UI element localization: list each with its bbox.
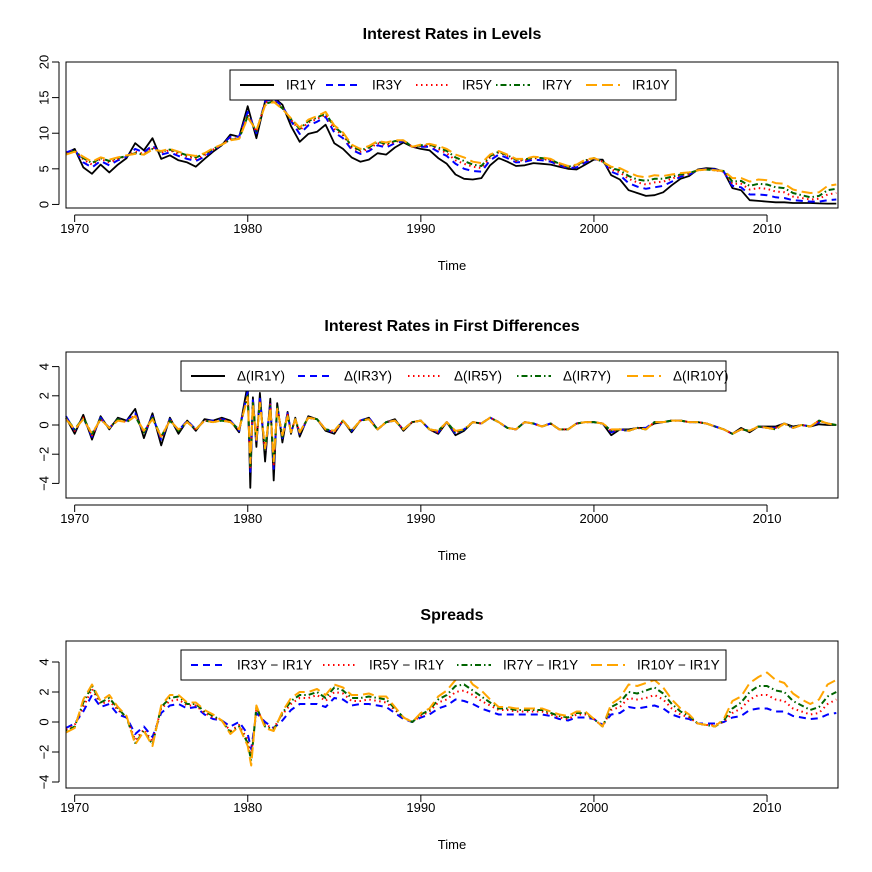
y-tick-label: −4: [37, 775, 52, 790]
series-line-ir3y-ir1y: [65, 694, 837, 750]
series-line-ir10y-ir1y: [65, 671, 837, 767]
panel-3: Spreads 1970 1980 1990 2000 2010 Time −4 −2 0 2 4 IR…: [37, 607, 839, 852]
legend-label: Δ(IR5Y): [454, 369, 502, 384]
y-tick-label: 0: [37, 718, 52, 725]
x-tick-label: 1990: [406, 800, 435, 815]
legend: IR1Y IR3Y IR5Y IR7Y IR10Y: [229, 69, 677, 101]
legend-box: [229, 69, 677, 101]
series-line-ir10y: [65, 396, 837, 464]
series-line-ir7y: [65, 394, 837, 467]
legend-label: IR1Y: [286, 78, 316, 93]
x-tick-label: 2010: [753, 221, 782, 236]
legend: IR3Y − IR1Y IR5Y − IR1Y IR7Y − IR1Y IR10Y −…: [180, 649, 727, 681]
x-tick-label: 1970: [60, 800, 89, 815]
series-line-ir10y: [65, 100, 837, 194]
plot-frame: [65, 640, 839, 789]
legend-label: IR5Y: [462, 78, 492, 93]
x-axis-label: Time: [438, 837, 466, 852]
legend-label: IR10Y − IR1Y: [637, 658, 720, 673]
x-axis: 1970 1980 1990 2000 2010: [60, 504, 782, 526]
legend-label: Δ(IR1Y): [237, 369, 285, 384]
chart-title: Interest Rates in First Differences: [324, 318, 579, 335]
y-tick-label: 20: [37, 55, 52, 69]
legend-label: IR7Y: [542, 78, 572, 93]
x-tick-label: 1980: [233, 221, 262, 236]
x-tick-label: 1970: [60, 511, 89, 526]
legend-label: IR10Y: [632, 78, 670, 93]
x-tick-label: 1990: [406, 221, 435, 236]
y-tick-label: 5: [37, 165, 52, 172]
series-line-ir7y-ir1y: [65, 683, 837, 762]
plot-frame: [65, 351, 839, 499]
y-tick-label: 2: [37, 688, 52, 695]
y-axis: −4 −2 0 2 4: [37, 363, 60, 491]
plot-frame: [65, 61, 839, 209]
x-axis-label: Time: [438, 258, 466, 273]
x-tick-label: 2010: [753, 511, 782, 526]
series-line-ir1y: [65, 96, 837, 205]
x-tick-label: 2000: [579, 800, 608, 815]
series-line-ir1y: [65, 383, 837, 489]
legend-label: Δ(IR10Y): [673, 369, 729, 384]
y-axis: 0 5 10 15 20: [37, 55, 60, 208]
x-axis: 1970 1980 1990 2000 2010: [60, 214, 782, 236]
y-tick-label: −2: [37, 745, 52, 760]
x-tick-label: 2000: [579, 221, 608, 236]
legend-box: [180, 649, 727, 681]
legend-label: IR7Y − IR1Y: [503, 658, 578, 673]
chart-title: Spreads: [420, 607, 483, 624]
y-tick-label: −4: [37, 476, 52, 491]
y-tick-label: 4: [37, 658, 52, 665]
legend-label: Δ(IR3Y): [344, 369, 392, 384]
legend-label: IR5Y − IR1Y: [369, 658, 444, 673]
x-axis-label: Time: [438, 548, 466, 563]
y-tick-label: 10: [37, 126, 52, 140]
x-axis: 1970 1980 1990 2000 2010: [60, 794, 782, 815]
x-tick-label: 1990: [406, 511, 435, 526]
y-axis: −4 −2 0 2 4: [37, 658, 60, 789]
legend: Δ(IR1Y) Δ(IR3Y) Δ(IR5Y) Δ(IR7Y) Δ(IR10Y): [180, 360, 729, 392]
y-tick-label: 4: [37, 363, 52, 370]
y-tick-label: 0: [37, 421, 52, 428]
legend-label: IR3Y − IR1Y: [237, 658, 312, 673]
y-tick-label: 0: [37, 201, 52, 208]
chart-title: Interest Rates in Levels: [363, 26, 542, 43]
series-line-ir5y: [65, 99, 837, 201]
x-tick-label: 2000: [579, 511, 608, 526]
x-tick-label: 2010: [753, 800, 782, 815]
y-tick-label: 15: [37, 90, 52, 104]
x-tick-label: 1970: [60, 221, 89, 236]
y-tick-label: −2: [37, 447, 52, 462]
x-tick-label: 1980: [233, 511, 262, 526]
legend-label: Δ(IR7Y): [563, 369, 611, 384]
legend-label: IR3Y: [372, 78, 402, 93]
series-line-ir7y: [65, 100, 837, 199]
y-tick-label: 2: [37, 392, 52, 399]
x-tick-label: 1980: [233, 800, 262, 815]
series-line-ir3y: [65, 98, 837, 203]
series-line-ir3y: [65, 390, 837, 473]
